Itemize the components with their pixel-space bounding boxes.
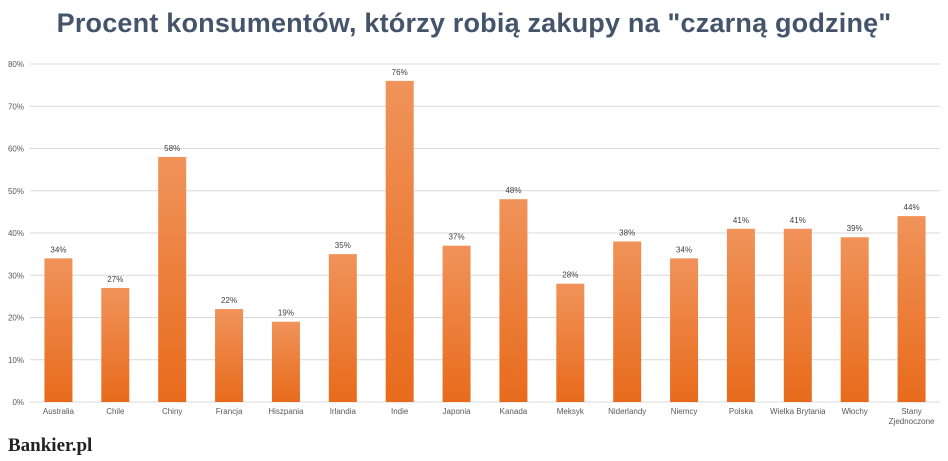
data-label: 19% [278,309,294,318]
bar [897,216,926,402]
bar [158,156,187,402]
bar [101,287,130,402]
bar [499,199,528,402]
y-axis-ticks: 0% 10% 20% 30% 40% 50% 60% 70% 80% [8,60,24,407]
data-label: 34% [676,245,692,254]
y-tick-label: 0% [12,398,24,407]
data-labels: 34% 27% 58% 22% 19% 35% 76% 37% 48% 28% 38% 34% 41% 4… [50,68,919,318]
data-label: 22% [221,296,237,305]
x-axis-categories: Australia Chile Chiny Francja Hiszpania Irlan… [43,407,935,426]
bar [385,80,414,403]
data-label: 41% [790,216,806,225]
data-label: 48% [505,186,521,195]
category-label: Hiszpania [268,407,304,416]
category-label: Francja [216,407,243,416]
y-tick-label: 20% [8,314,24,323]
data-label: 58% [164,144,180,153]
y-tick-label: 80% [8,60,24,69]
bar [271,321,300,402]
data-label: 44% [904,203,920,212]
category-label: Meksyk [557,407,585,416]
data-label: 27% [107,275,123,284]
bankier-logo: Bankier.pl [8,435,93,456]
data-label: 41% [733,216,749,225]
category-label: Niemcy [671,407,698,416]
data-label: 35% [335,241,351,250]
category-label: Chiny [162,407,182,416]
bar [613,241,642,402]
y-tick-label: 70% [8,102,24,111]
category-label: Włochy [842,407,868,416]
bar [726,228,755,402]
bar [442,245,471,402]
y-tick-label: 30% [8,271,24,280]
category-label: Polska [729,407,754,416]
category-label: Chile [106,407,125,416]
data-label: 38% [619,228,635,237]
category-label: Stany Zjednoczone [889,407,935,426]
bar [783,228,812,402]
category-label: Japonia [443,407,472,416]
bars [44,80,926,403]
bar [328,254,357,402]
data-label: 37% [449,233,465,242]
bar [840,237,869,402]
category-label: Irlandia [330,407,357,416]
bar [215,309,244,402]
data-label: 76% [392,68,408,77]
category-label: Kanada [500,407,528,416]
bar [44,258,73,402]
category-label: Indie [391,407,409,416]
y-tick-label: 10% [8,356,24,365]
category-label: Niderlandy [608,407,646,416]
y-tick-label: 50% [8,187,24,196]
category-label: Australia [43,407,75,416]
bar [670,258,699,402]
data-label: 39% [847,224,863,233]
data-label: 28% [562,271,578,280]
y-tick-label: 60% [8,145,24,154]
bar [556,283,585,402]
category-label: Wielka Brytania [770,407,826,416]
chart-title: Procent konsumentów, którzy robią zakupy… [56,8,892,38]
data-label: 34% [50,245,66,254]
y-tick-label: 40% [8,229,24,238]
